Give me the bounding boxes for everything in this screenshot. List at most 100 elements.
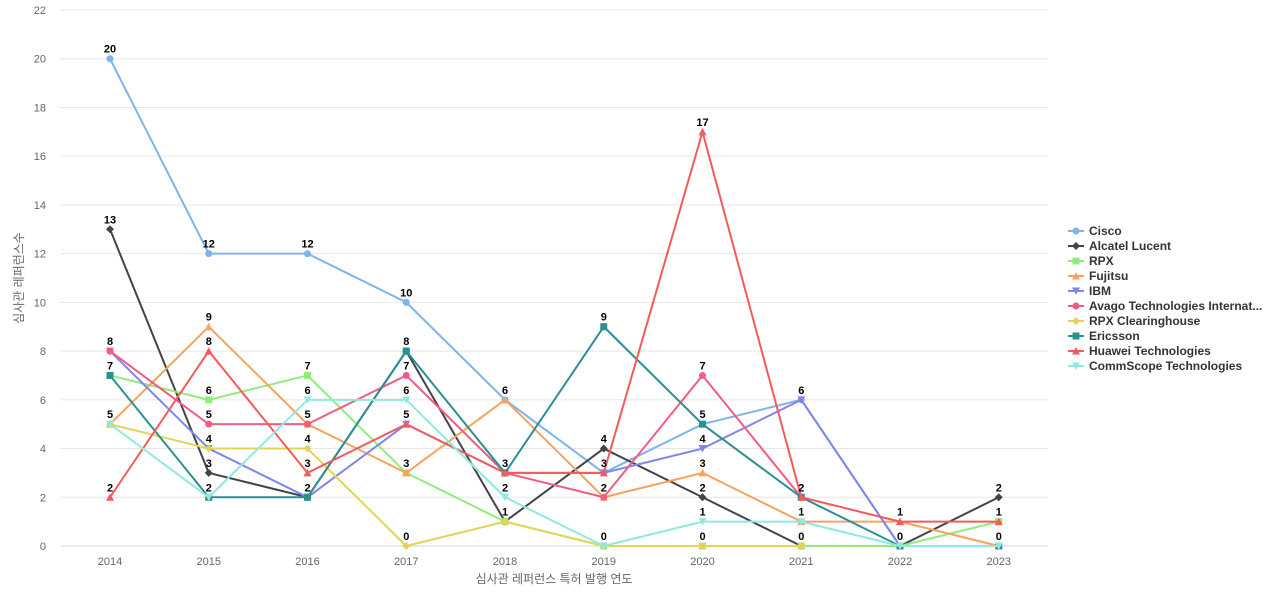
data-point bbox=[304, 250, 311, 258]
data-label: 7 bbox=[107, 360, 113, 372]
legend-label: Avago Technologies Internat... bbox=[1089, 299, 1262, 313]
data-point bbox=[600, 493, 608, 501]
legend-marker bbox=[1072, 332, 1080, 340]
data-label: 2 bbox=[304, 482, 310, 494]
data-point bbox=[106, 55, 114, 63]
series-line bbox=[109, 398, 999, 548]
data-point bbox=[402, 371, 410, 379]
legend-label: Cisco bbox=[1089, 224, 1122, 238]
data-point bbox=[106, 493, 114, 501]
data-label: 6 bbox=[502, 385, 508, 397]
data-label: 9 bbox=[206, 312, 212, 324]
data-label: 7 bbox=[403, 360, 409, 372]
data-point bbox=[698, 542, 707, 550]
legend-item[interactable]: Huawei Technologies bbox=[1068, 344, 1211, 358]
data-point bbox=[501, 493, 509, 502]
legend-item[interactable]: Cisco bbox=[1068, 224, 1122, 238]
y-tick-label: 20 bbox=[34, 54, 46, 66]
data-label: 7 bbox=[304, 360, 310, 372]
legend-marker bbox=[1072, 347, 1080, 355]
legend-label: RPX bbox=[1089, 254, 1114, 268]
data-label: 6 bbox=[304, 385, 310, 397]
data-point bbox=[600, 323, 608, 331]
x-axis-title: 심사관 레퍼런스 특허 발행 연도 bbox=[476, 571, 633, 586]
legend-item[interactable]: Avago Technologies Internat... bbox=[1068, 299, 1262, 313]
data-label: 3 bbox=[304, 458, 310, 470]
series-group bbox=[106, 55, 1003, 550]
y-tick-label: 8 bbox=[40, 346, 46, 358]
data-label: 0 bbox=[996, 531, 1002, 543]
data-label: 1 bbox=[897, 507, 903, 519]
x-tick-label: 2014 bbox=[98, 556, 122, 568]
data-label: 5 bbox=[206, 409, 212, 421]
legend-marker bbox=[1072, 287, 1080, 295]
data-point bbox=[204, 347, 213, 355]
legend-item[interactable]: RPX bbox=[1068, 254, 1114, 268]
data-label: 3 bbox=[403, 458, 409, 470]
legend-label: Fujitsu bbox=[1089, 269, 1128, 283]
data-point bbox=[599, 444, 608, 453]
legend-item[interactable]: CommScope Technologies bbox=[1068, 359, 1242, 373]
data-label: 0 bbox=[601, 531, 607, 543]
data-point bbox=[106, 225, 114, 234]
data-point bbox=[204, 444, 213, 453]
data-point bbox=[402, 347, 410, 355]
data-label: 5 bbox=[107, 409, 113, 421]
data-point bbox=[304, 420, 311, 428]
y-tick-label: 12 bbox=[34, 249, 46, 261]
data-label: 8 bbox=[403, 336, 409, 348]
data-label: 3 bbox=[699, 458, 705, 470]
data-label: 4 bbox=[304, 434, 311, 446]
legend-label: Alcatel Lucent bbox=[1089, 239, 1171, 253]
data-label: 6 bbox=[798, 385, 804, 397]
data-label: 1 bbox=[798, 507, 804, 519]
data-point bbox=[205, 250, 213, 258]
data-label: 7 bbox=[699, 360, 705, 372]
data-point bbox=[304, 371, 311, 379]
y-tick-label: 4 bbox=[40, 444, 46, 456]
legend-marker bbox=[1072, 362, 1080, 370]
x-tick-label: 2021 bbox=[789, 556, 813, 568]
legend-marker bbox=[1072, 257, 1080, 265]
y-tick-label: 10 bbox=[34, 297, 46, 309]
series-line bbox=[109, 423, 802, 548]
x-tick-label: 2023 bbox=[987, 556, 1011, 568]
data-label: 0 bbox=[798, 531, 804, 543]
legend-item[interactable]: Ericsson bbox=[1068, 329, 1140, 343]
data-label: 3 bbox=[206, 458, 212, 470]
series-commscope-technologies bbox=[106, 396, 1003, 550]
data-point bbox=[106, 347, 114, 355]
data-label: 20 bbox=[104, 44, 116, 56]
data-label: 3 bbox=[601, 458, 607, 470]
data-label: 5 bbox=[304, 409, 310, 421]
data-point bbox=[698, 445, 707, 453]
data-label: 6 bbox=[206, 385, 212, 397]
data-point bbox=[303, 396, 312, 404]
legend-label: IBM bbox=[1089, 284, 1111, 298]
data-point bbox=[994, 517, 1003, 526]
legend-item[interactable]: Alcatel Lucent bbox=[1068, 239, 1171, 253]
y-tick-label: 14 bbox=[34, 200, 46, 212]
y-axis-ticks: 0 2 4 6 8 10 12 14 16 18 20 22 bbox=[34, 5, 46, 553]
y-tick-label: 16 bbox=[34, 151, 46, 163]
legend-item[interactable]: RPX Clearinghouse bbox=[1068, 314, 1201, 328]
data-point bbox=[204, 322, 213, 331]
data-point bbox=[698, 127, 707, 136]
data-label: 5 bbox=[699, 409, 705, 421]
legend-marker bbox=[1072, 227, 1080, 235]
data-point bbox=[699, 371, 706, 379]
data-point bbox=[797, 542, 806, 550]
legend-item[interactable]: IBM bbox=[1068, 284, 1111, 298]
data-label: 3 bbox=[502, 458, 508, 470]
data-point bbox=[599, 542, 608, 550]
data-point bbox=[994, 493, 1003, 502]
legend-marker bbox=[1072, 242, 1080, 250]
data-point bbox=[698, 493, 707, 502]
data-point bbox=[303, 444, 312, 453]
legend-item[interactable]: Fujitsu bbox=[1068, 269, 1128, 283]
data-point bbox=[797, 518, 806, 526]
data-point bbox=[205, 420, 213, 428]
data-point bbox=[205, 396, 213, 404]
